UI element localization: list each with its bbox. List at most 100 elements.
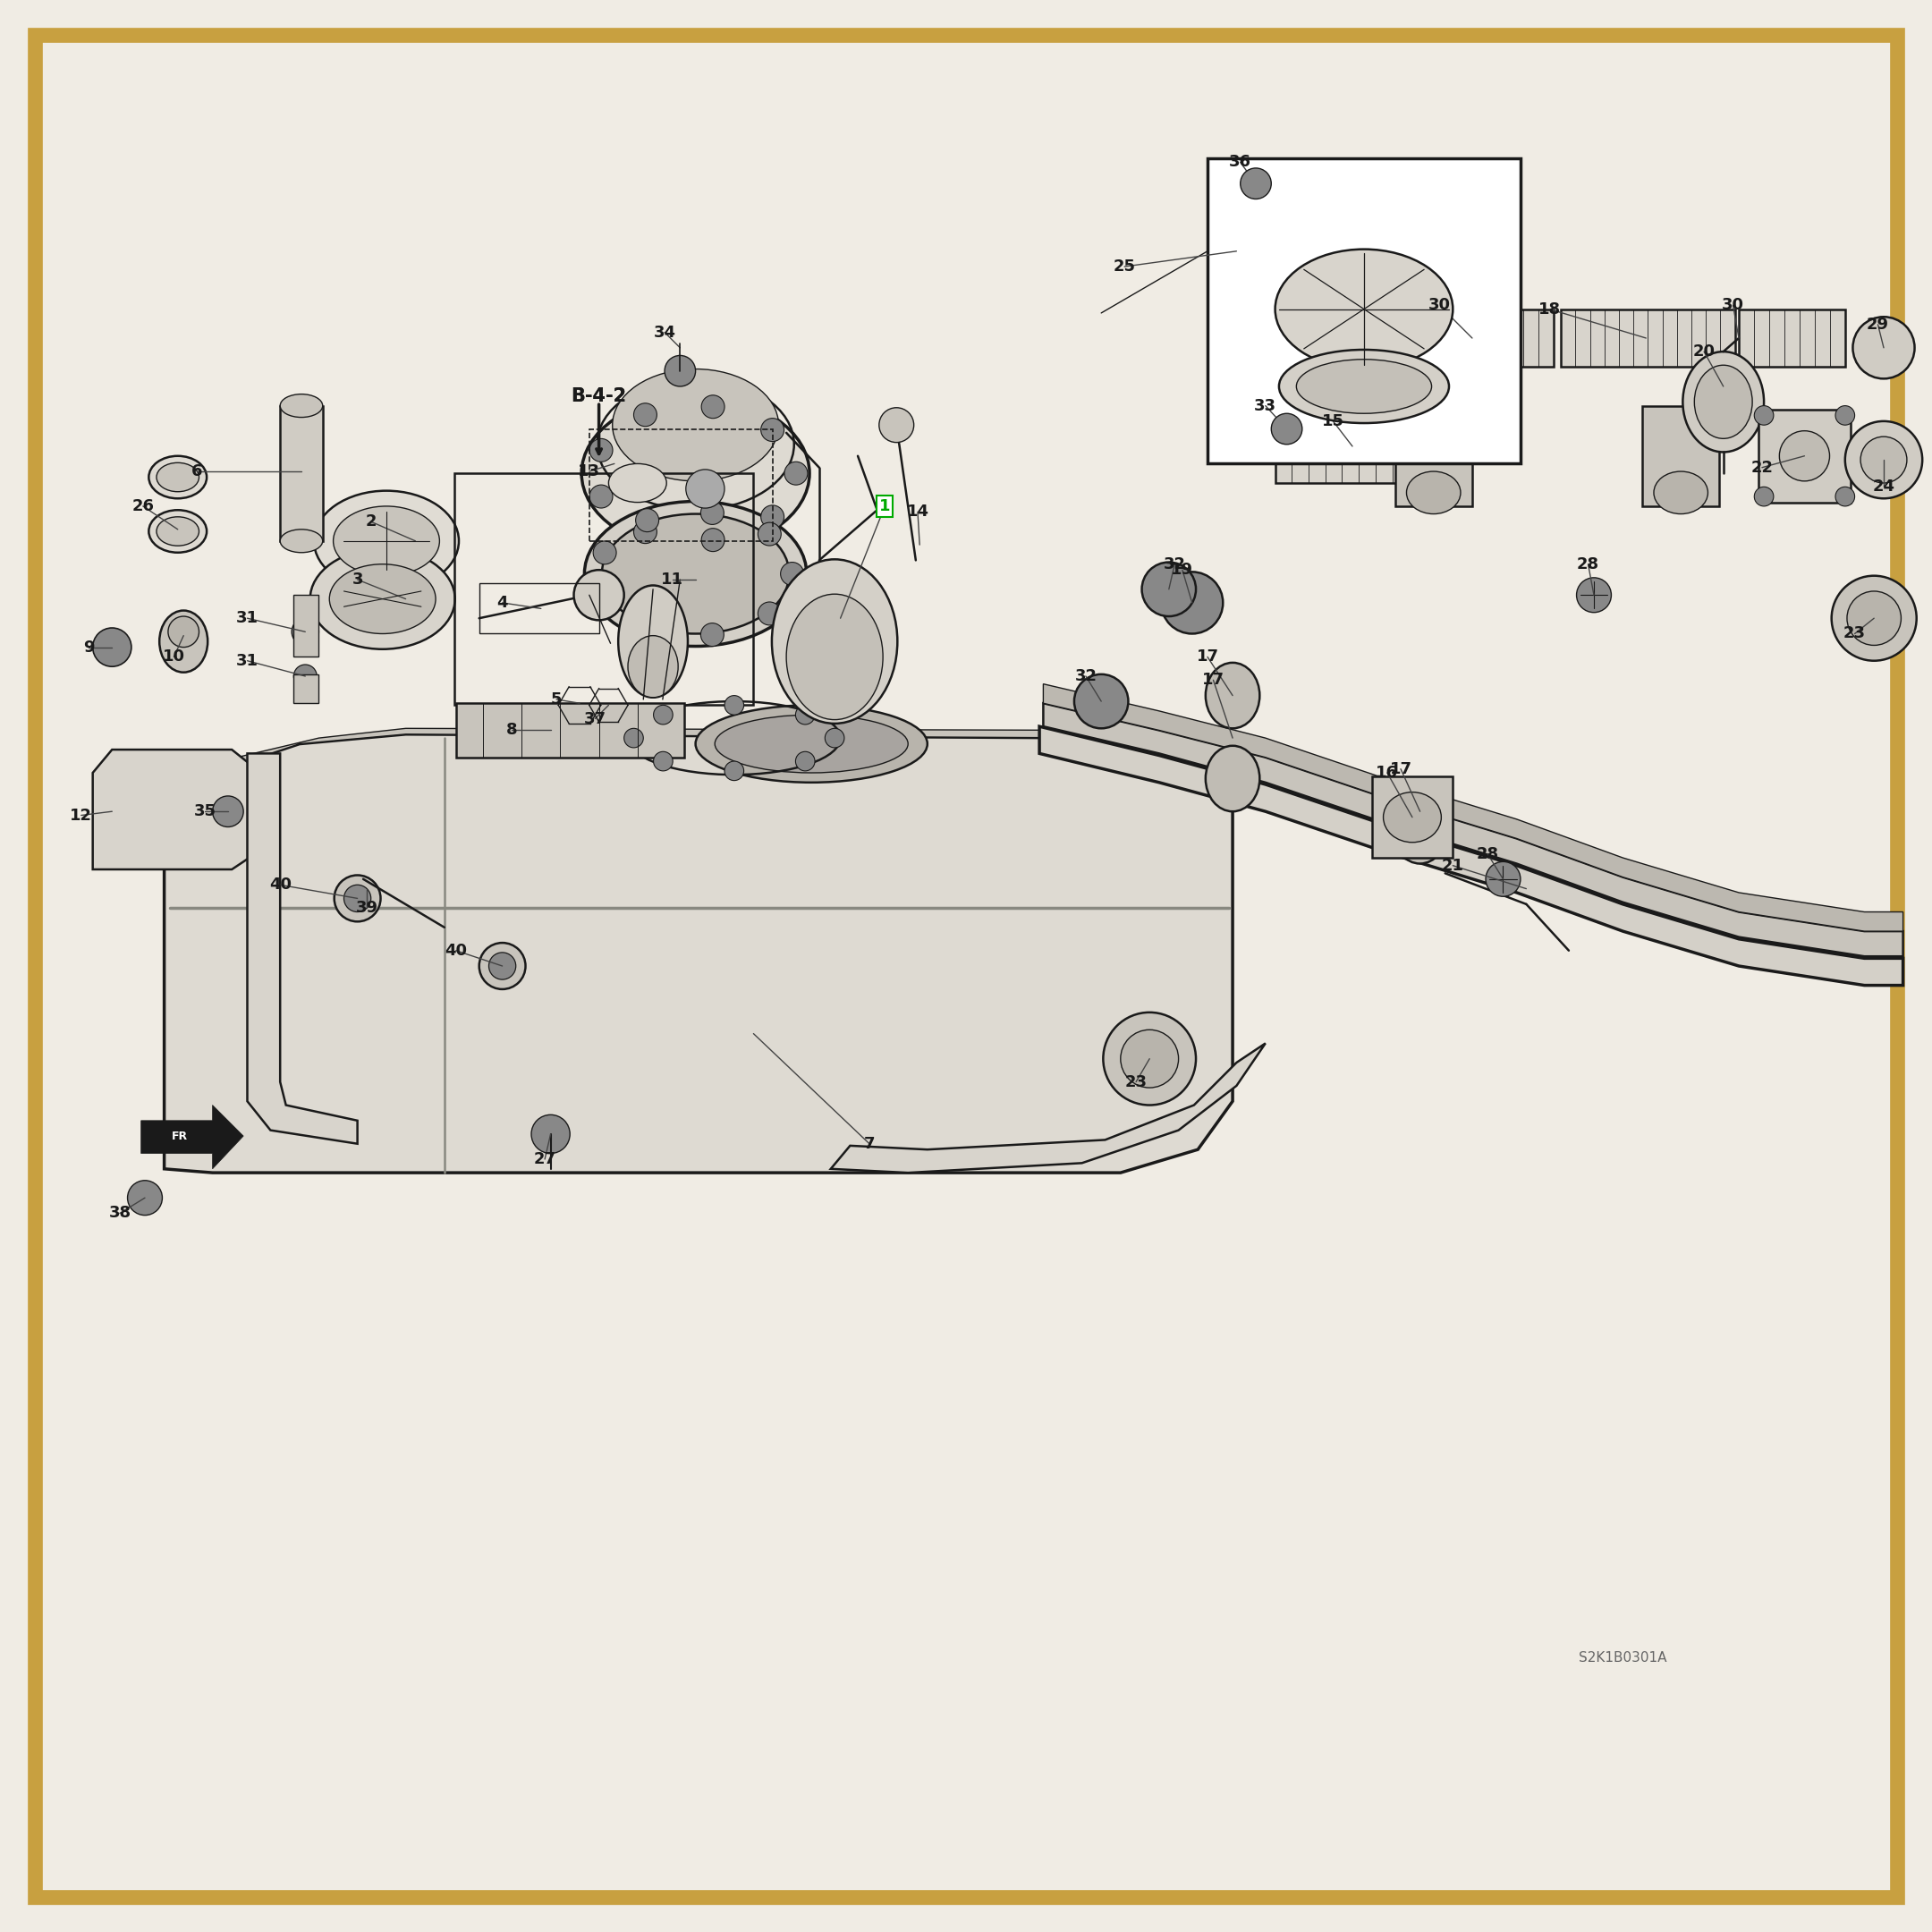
Circle shape (1121, 1030, 1179, 1088)
Circle shape (761, 419, 784, 442)
Bar (1372, 777, 1453, 858)
Ellipse shape (1296, 359, 1432, 413)
Text: 16: 16 (1376, 765, 1399, 781)
Bar (294, 595, 319, 657)
Ellipse shape (603, 514, 790, 634)
Bar (294, 674, 319, 703)
Circle shape (294, 665, 317, 688)
Ellipse shape (1654, 471, 1708, 514)
Text: 34: 34 (653, 325, 676, 340)
Text: 38: 38 (108, 1206, 131, 1221)
Circle shape (213, 796, 243, 827)
Ellipse shape (313, 491, 460, 591)
Circle shape (757, 603, 781, 626)
Circle shape (634, 404, 657, 427)
Text: B-4-2: B-4-2 (572, 386, 626, 406)
Circle shape (1861, 437, 1907, 483)
Text: 26: 26 (131, 498, 155, 514)
Text: 15: 15 (1321, 413, 1345, 429)
Ellipse shape (328, 564, 437, 634)
Circle shape (724, 696, 744, 715)
Circle shape (701, 624, 724, 647)
Ellipse shape (168, 616, 199, 647)
Ellipse shape (609, 464, 667, 502)
Bar (456, 703, 684, 757)
Ellipse shape (618, 585, 688, 697)
Circle shape (1074, 674, 1128, 728)
Circle shape (761, 504, 784, 527)
Text: 18: 18 (1538, 301, 1561, 317)
Ellipse shape (612, 369, 779, 481)
Polygon shape (1043, 703, 1903, 956)
Circle shape (665, 355, 696, 386)
Circle shape (653, 752, 672, 771)
Ellipse shape (786, 593, 883, 719)
Text: 31: 31 (236, 611, 259, 626)
Bar (1739, 309, 1845, 367)
Text: FR: FR (172, 1130, 187, 1142)
Ellipse shape (280, 394, 323, 417)
Circle shape (1103, 1012, 1196, 1105)
Circle shape (93, 628, 131, 667)
Bar (479, 583, 599, 634)
Circle shape (593, 583, 616, 607)
Circle shape (634, 520, 657, 543)
Polygon shape (164, 734, 1233, 1173)
Circle shape (757, 522, 781, 545)
Text: 19: 19 (1171, 562, 1194, 578)
Circle shape (589, 485, 612, 508)
Text: 5: 5 (551, 692, 562, 707)
Text: 39: 39 (355, 900, 379, 916)
Text: 17: 17 (1389, 761, 1412, 777)
Bar (280, 406, 323, 541)
Polygon shape (1039, 726, 1903, 985)
Ellipse shape (1206, 746, 1260, 811)
Text: 25: 25 (1113, 259, 1136, 274)
Circle shape (574, 570, 624, 620)
Text: 9: 9 (83, 639, 95, 655)
Text: 20: 20 (1692, 344, 1716, 359)
Text: 6: 6 (191, 464, 203, 479)
Polygon shape (1043, 684, 1903, 931)
Text: S2K1B0301A: S2K1B0301A (1578, 1652, 1667, 1663)
Text: 22: 22 (1750, 460, 1774, 475)
Ellipse shape (1779, 431, 1830, 481)
Circle shape (531, 1115, 570, 1153)
Circle shape (1161, 572, 1223, 634)
Polygon shape (141, 1105, 243, 1169)
Text: 29: 29 (1866, 317, 1889, 332)
Circle shape (636, 616, 659, 639)
Text: 17: 17 (1202, 672, 1225, 688)
Ellipse shape (715, 715, 908, 773)
Text: 2: 2 (365, 514, 377, 529)
Circle shape (1754, 406, 1774, 425)
Ellipse shape (1694, 365, 1752, 439)
Circle shape (1847, 591, 1901, 645)
Text: 35: 35 (193, 804, 216, 819)
Bar (1642, 406, 1719, 506)
Text: 11: 11 (661, 572, 684, 587)
Ellipse shape (1683, 352, 1764, 452)
Circle shape (1853, 317, 1915, 379)
Circle shape (1142, 562, 1196, 616)
Circle shape (724, 761, 744, 781)
Circle shape (879, 408, 914, 442)
Ellipse shape (149, 456, 207, 498)
Ellipse shape (1406, 471, 1461, 514)
Circle shape (701, 500, 724, 524)
Text: 8: 8 (506, 723, 518, 738)
Circle shape (624, 728, 643, 748)
Circle shape (479, 943, 526, 989)
Circle shape (1240, 168, 1271, 199)
Text: 4: 4 (497, 595, 508, 611)
Text: 12: 12 (70, 808, 93, 823)
Bar (1561, 309, 1735, 367)
Circle shape (701, 527, 724, 551)
Text: 14: 14 (906, 504, 929, 520)
Circle shape (636, 508, 659, 531)
Polygon shape (213, 728, 1233, 802)
Ellipse shape (158, 611, 209, 672)
Circle shape (344, 885, 371, 912)
Ellipse shape (1279, 350, 1449, 423)
Text: 27: 27 (533, 1151, 556, 1167)
